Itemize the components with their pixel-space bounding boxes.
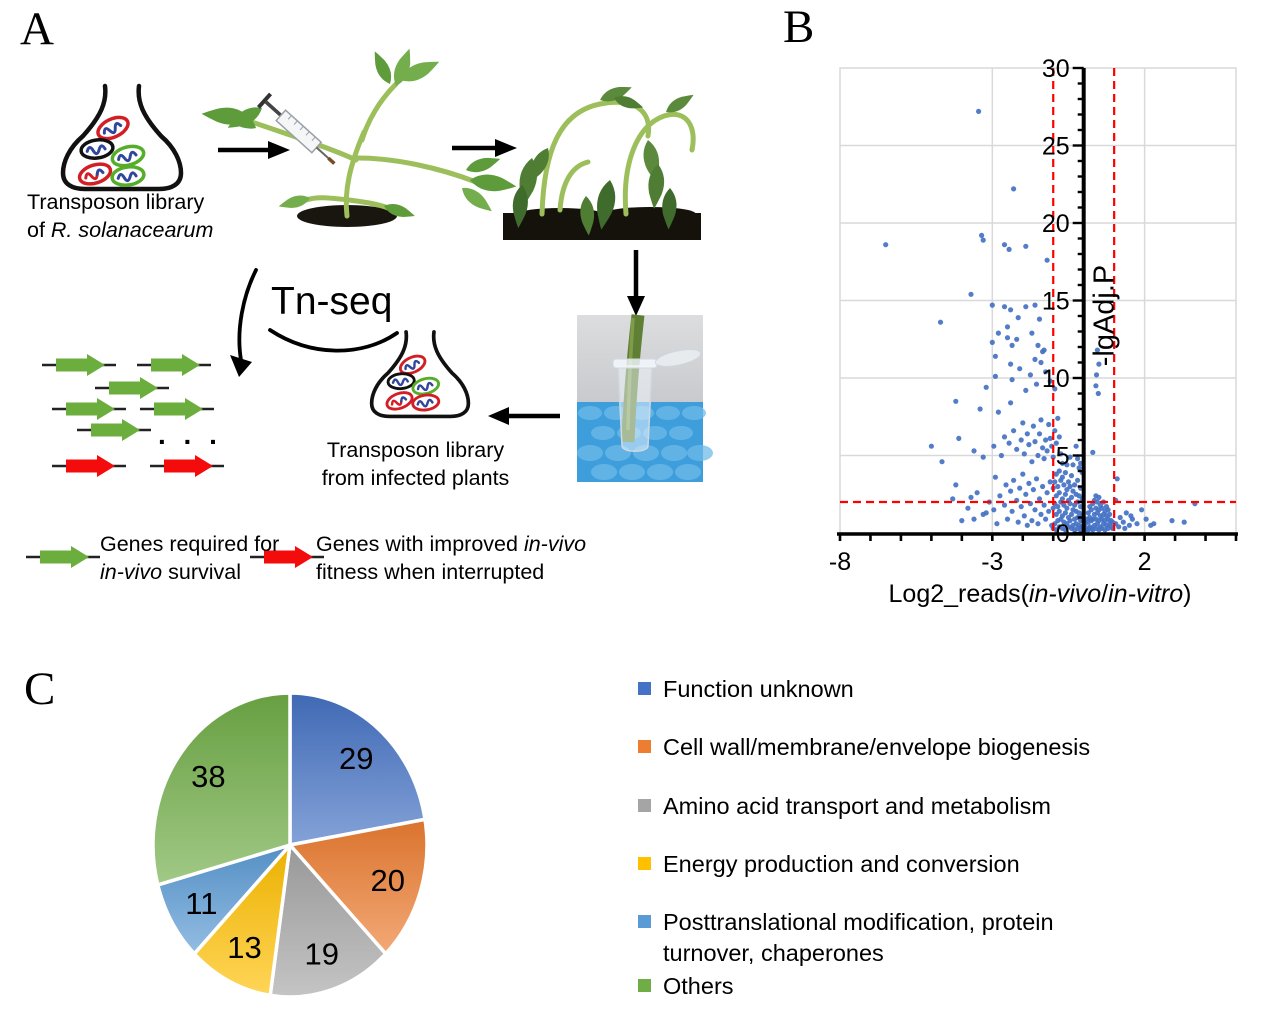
tnseq-arrow-icon [230,268,399,377]
species-name: R. solanacearum [50,218,214,243]
pie-slice-value: 20 [370,863,404,898]
x-tick-label: 2 [1138,548,1152,576]
pie-legend-label: Cell wall/membrane/envelope biogenesis [663,734,1091,761]
y-axis-title: -lgAdj.P [1089,265,1121,367]
bacterium-icon [386,371,417,392]
gene-read-green-icon [50,396,128,422]
y-tick-label: 5 [1056,443,1070,471]
bacterium-icon [78,136,116,162]
microtube-icon [617,365,653,452]
gene-read-green-icon [75,417,153,443]
bacterium-icon [75,158,115,190]
bacterium-icon [409,374,442,399]
flask-infected-icon [369,330,471,419]
pie-slice-value: 11 [185,886,217,921]
leaf-icon [200,46,518,222]
volcano-plot: -8 -3 2051015202530-lgAdj.PLog2_reads(in-v… [829,55,1238,608]
gene-read-red-icon [148,453,226,479]
pie-legend-label: Function unknown [663,676,854,702]
flask1-caption: Transposon library of R. solanacearum [27,188,213,245]
y-tick-label: 25 [1042,133,1070,161]
gene-read-red-icon [50,453,128,479]
pie-slice-value: 19 [305,936,339,971]
pie-legend-item: Others [638,971,1133,1002]
y-tick-label: 30 [1042,55,1070,83]
syringe-icon [257,92,336,165]
y-tick-label: 0 [1056,520,1070,548]
arrow-left-icon [488,407,560,425]
pie-slice [192,843,292,998]
panel-a-label: A [20,3,54,55]
flask1-caption-line2-prefix: of [27,218,51,243]
flask2-caption-line2: from infected plants [321,466,510,491]
flask-library-icon [63,86,181,189]
flask2-caption-line1: Transposon library [326,438,505,462]
bacterium-icon [108,141,148,171]
tnseq-label: Tn-seq [271,280,393,323]
pie-legend-swatch [638,740,651,754]
stem-sample-photo [577,314,713,482]
pie-slice-value: 13 [227,930,261,965]
arrow-right-icon [452,139,517,157]
y-tick-label: 15 [1042,288,1070,316]
arrow-down-icon [627,250,645,316]
gene-read-green-icon [135,352,213,378]
pie-legend-item: Cell wall/membrane/envelope biogenesis [638,732,1133,763]
x-tick-label: -8 [829,548,851,576]
pie-legend: Function unknown Cell wall/membrane/enve… [638,674,1133,1018]
healthy-plant-illustration [200,46,518,227]
pie-legend-swatch [638,856,651,870]
gene-read-green-icon [93,375,171,401]
pie-legend-item: Energy production and conversion [638,849,1133,880]
pie-legend-label: Posttranslational modification, protein … [663,909,1054,967]
transposon-reads-illustration: . . . [40,352,226,479]
pie-legend-swatch [638,978,651,992]
pie-slice [151,691,292,887]
pie-legend-item: Function unknown [638,674,1133,705]
green-arrow-legend-text: Genes required for in-vivo survival [100,532,280,585]
pie-legend-item: Amino acid transport and metabolism [638,791,1133,822]
red-arrow-legend-text: Genes with improved in-vivo fitness when… [316,532,587,585]
panel-a-graphics: . . . [24,46,713,570]
pie-legend-item: Posttranslational modification, protein … [638,907,1133,970]
panel-b-label: B [783,1,815,53]
x-tick-label: -3 [981,548,1003,576]
flask2-caption: Transposon library from infected plants [293,436,538,493]
pie-slice [288,817,429,956]
pie-slice [268,843,388,999]
pie-legend-swatch [638,915,651,928]
pie-slice-value: 29 [339,741,373,776]
bacterium-icon [383,388,416,414]
pie-legend-swatch [638,798,651,812]
pie-chart: 29 20 19 13 11 38 [151,691,429,999]
panel-c-label: C [24,663,56,715]
flask1-caption-line1: Transposon library [27,190,205,214]
reads-ellipsis: . . . [158,419,222,450]
pie-legend-label: Others [663,972,734,999]
y-tick-label: 10 [1042,365,1070,393]
pie-legend-swatch [638,682,651,695]
scatter-points [883,108,1198,533]
wilted-plant-illustration [503,81,701,240]
bacterium-icon [410,391,442,414]
gene-read-green-icon [138,396,216,422]
pie-slice-value: 38 [191,759,225,794]
pie-slice [288,691,427,847]
gene-read-green-icon [40,352,118,378]
y-tick-label: 20 [1042,210,1070,238]
x-axis-title: Log2_reads(in-vivo/in-vitro) [889,580,1192,608]
bacterium-icon [109,163,147,189]
arrow-right-icon [218,141,290,159]
pie-legend-label: Energy production and conversion [663,850,1020,877]
pie-legend-label: Amino acid transport and metabolism [663,792,1051,819]
legend-green-arrow-icon [24,544,102,570]
